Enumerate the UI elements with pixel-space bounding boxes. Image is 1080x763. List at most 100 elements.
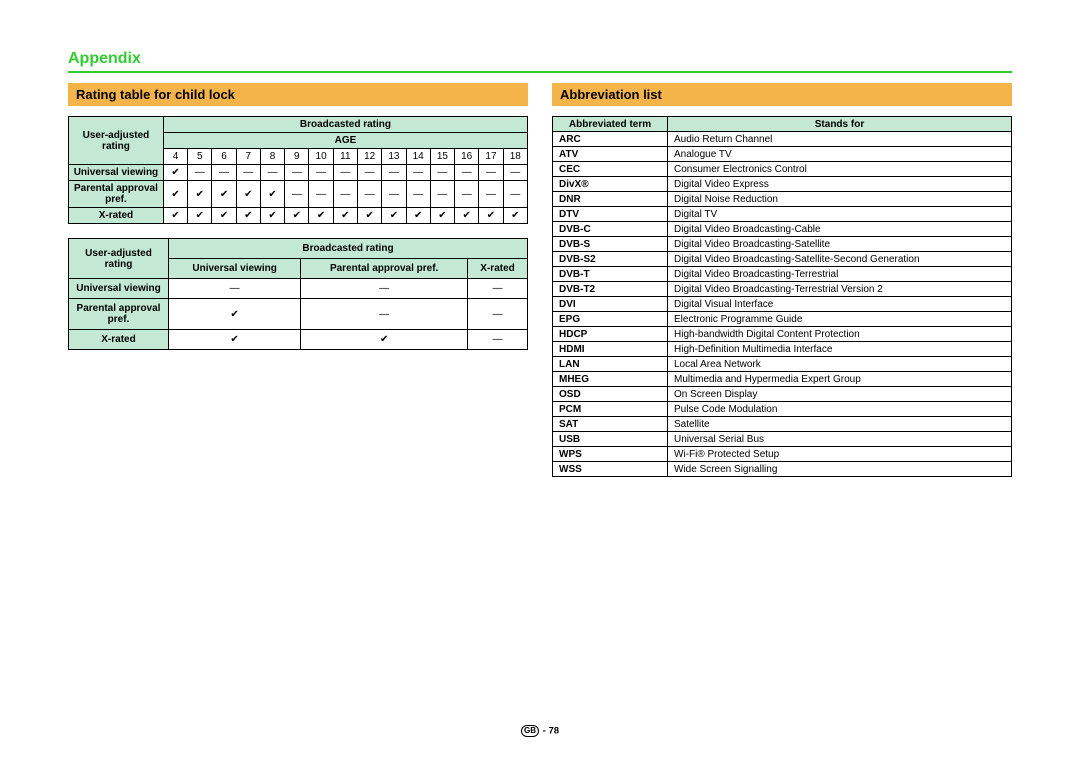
age-label: AGE [163, 133, 527, 149]
rating-cell [479, 165, 503, 181]
rating-cell [430, 181, 454, 208]
rating-table-age: User-adjusted rating Broadcasted rating … [68, 116, 528, 224]
abbr-term: DVB-T2 [553, 282, 668, 297]
rating-row-label: Parental approval pref. [69, 181, 164, 208]
abbr-term: HDMI [553, 342, 668, 357]
rating-cell [382, 181, 406, 208]
abbr-term: LAN [553, 357, 668, 372]
col-left: Rating table for child lock User-adjuste… [68, 83, 528, 491]
cat-cell [169, 279, 301, 299]
rating-cell [430, 208, 454, 224]
rating-section-header: Rating table for child lock [68, 83, 528, 106]
rating-cell [285, 208, 309, 224]
rating-cell [212, 165, 236, 181]
rating-cell [260, 181, 284, 208]
rating-cell [309, 208, 333, 224]
abbr-term: CEC [553, 162, 668, 177]
rating-row-label: X-rated [69, 208, 164, 224]
abbr-term: ATV [553, 147, 668, 162]
abbr-term: WSS [553, 462, 668, 477]
abbr-term: ARC [553, 132, 668, 147]
abbr-table: Abbreviated term Stands for ARCAudio Ret… [552, 116, 1012, 477]
abbr-meaning: Digital Video Express [668, 177, 1012, 192]
cat-cell [301, 299, 468, 330]
abbr-meaning: Analogue TV [668, 147, 1012, 162]
age-col: 16 [455, 149, 479, 165]
rating-cell [163, 165, 187, 181]
abbr-term: SAT [553, 417, 668, 432]
age-col: 10 [309, 149, 333, 165]
abbr-header-term: Abbreviated term [553, 117, 668, 132]
rating-cell [406, 165, 430, 181]
abbr-meaning: Digital Video Broadcasting-Satellite [668, 237, 1012, 252]
abbr-term: USB [553, 432, 668, 447]
rating-cell [406, 181, 430, 208]
cat-col-header: X-rated [468, 259, 528, 279]
rating-cell [285, 181, 309, 208]
abbr-meaning: Digital Video Broadcasting-Terrestrial [668, 267, 1012, 282]
user-adj-label: User-adjusted rating [69, 117, 164, 165]
rating-cell [188, 208, 212, 224]
rating-cell [503, 208, 527, 224]
columns: Rating table for child lock User-adjuste… [68, 83, 1012, 491]
abbr-meaning: Wi-Fi® Protected Setup [668, 447, 1012, 462]
page-footer: GB - 78 [0, 725, 1080, 737]
abbr-term: DVB-T [553, 267, 668, 282]
abbr-meaning: Audio Return Channel [668, 132, 1012, 147]
age-col: 5 [188, 149, 212, 165]
abbr-meaning: Digital Noise Reduction [668, 192, 1012, 207]
broadcasted-label: Broadcasted rating [163, 117, 527, 133]
rating-cell [309, 181, 333, 208]
footer-badge: GB [521, 725, 539, 737]
abbr-meaning: Multimedia and Hypermedia Expert Group [668, 372, 1012, 387]
abbr-meaning: Satellite [668, 417, 1012, 432]
abbr-section-header: Abbreviation list [552, 83, 1012, 106]
cat-cell [169, 299, 301, 330]
abbr-term: DTV [553, 207, 668, 222]
rating-cell [309, 165, 333, 181]
rating-cell [260, 208, 284, 224]
rating-cell [260, 165, 284, 181]
rating-cell [430, 165, 454, 181]
abbr-meaning: High-Definition Multimedia Interface [668, 342, 1012, 357]
cat-cell [301, 279, 468, 299]
age-col: 11 [333, 149, 357, 165]
cat-cell [301, 330, 468, 350]
abbr-term: WPS [553, 447, 668, 462]
cat-col-header: Universal viewing [169, 259, 301, 279]
age-col: 9 [285, 149, 309, 165]
rating-cell [382, 208, 406, 224]
green-rule [68, 71, 1012, 73]
rating-cell [188, 181, 212, 208]
abbr-meaning: Digital Video Broadcasting-Cable [668, 222, 1012, 237]
abbr-meaning: Digital Video Broadcasting-Satellite-Sec… [668, 252, 1012, 267]
rating-cell [212, 208, 236, 224]
rating-cell [358, 181, 382, 208]
rating-cell [236, 181, 260, 208]
abbr-meaning: Digital Visual Interface [668, 297, 1012, 312]
age-col: 6 [212, 149, 236, 165]
cat-row-label: Universal viewing [69, 279, 169, 299]
rating-cell [358, 208, 382, 224]
rating-row-label: Universal viewing [69, 165, 164, 181]
cat-row-label: Parental approval pref. [69, 299, 169, 330]
cat-cell [468, 330, 528, 350]
rating-cell [333, 208, 357, 224]
appendix-title: Appendix [68, 50, 1012, 68]
rating-cell [163, 208, 187, 224]
rating-table-cat: User-adjusted rating Broadcasted rating … [68, 238, 528, 350]
rating-cell [188, 165, 212, 181]
user-adj-label-2: User-adjusted rating [69, 239, 169, 279]
abbr-meaning: High-bandwidth Digital Content Protectio… [668, 327, 1012, 342]
abbr-meaning: On Screen Display [668, 387, 1012, 402]
abbr-term: DNR [553, 192, 668, 207]
abbr-meaning: Electronic Programme Guide [668, 312, 1012, 327]
rating-cell [455, 181, 479, 208]
age-col: 14 [406, 149, 430, 165]
abbr-term: EPG [553, 312, 668, 327]
abbr-meaning: Universal Serial Bus [668, 432, 1012, 447]
rating-cell [455, 208, 479, 224]
age-col: 12 [358, 149, 382, 165]
abbr-term: OSD [553, 387, 668, 402]
age-col: 13 [382, 149, 406, 165]
